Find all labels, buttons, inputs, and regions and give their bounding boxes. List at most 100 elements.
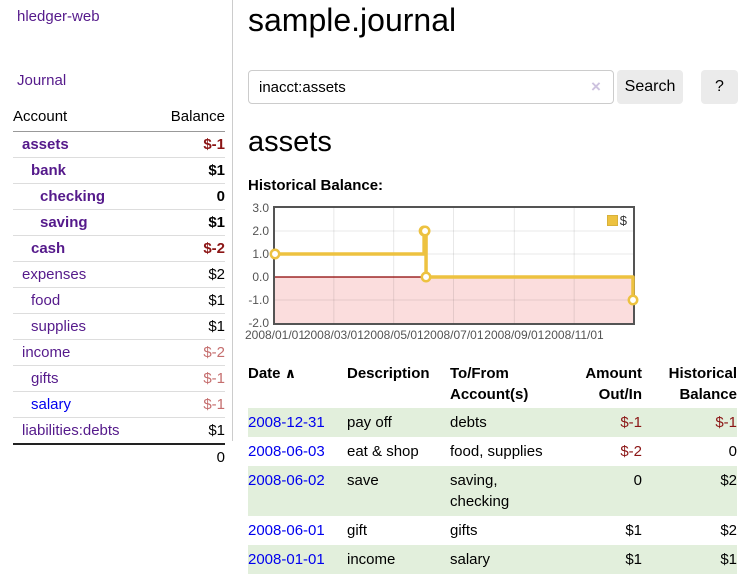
register-row: 2008-06-01 gift gifts $1 $2 (248, 516, 737, 545)
y-tick-label: 2.0 (252, 224, 269, 238)
y-tick-label: 0.0 (252, 270, 269, 284)
y-tick-label: 1.0 (252, 247, 269, 261)
chart-canvas (269, 208, 639, 323)
account-column-header: Account (13, 104, 154, 132)
account-row: supplies $1 (13, 313, 225, 340)
account-balance: $1 (153, 313, 225, 340)
balance-column-header: Balance (153, 104, 225, 132)
accounts-cell: salary (450, 551, 491, 568)
date-cell: 2008-06-01 (248, 516, 347, 545)
account-link-gifts[interactable]: gifts (31, 370, 59, 387)
amount-column-header: Amount Out/In (585, 365, 642, 403)
account-balance: $-1 (153, 365, 225, 392)
balance-cell: $2 (720, 522, 737, 539)
amount-cell: 0 (633, 472, 642, 489)
account-row: expenses $2 (13, 261, 225, 288)
account-row: bank $1 (13, 157, 225, 184)
transaction-date-link[interactable]: 2008-01-01 (248, 551, 325, 568)
account-row: assets $-1 (13, 131, 225, 158)
sidebar-total-row: 0 (13, 443, 225, 470)
account-link-food[interactable]: food (31, 292, 61, 309)
account-link-bank[interactable]: bank (31, 162, 67, 179)
description-cell: income (347, 551, 396, 568)
account-row: gifts $-1 (13, 365, 225, 392)
account-balance: $-2 (153, 235, 225, 262)
transaction-date-link[interactable]: 2008-06-03 (248, 443, 325, 460)
register-row: 2008-06-03 eat & shop food, supplies $-2 0 (248, 437, 737, 466)
account-heading: assets (248, 126, 332, 158)
account-link-supplies[interactable]: supplies (31, 318, 87, 335)
account-link-saving[interactable]: saving (40, 214, 88, 231)
description-cell: pay off (347, 414, 392, 431)
app-title-link[interactable]: hledger-web (17, 8, 100, 25)
account-balance-table: Account Balance assets $-1 bank $1 checking 0… (13, 104, 225, 470)
balance-cell: $2 (720, 472, 737, 489)
register-table: Date ∧ Description To/From Account(s) Am… (248, 360, 737, 574)
account-link-cash[interactable]: cash (31, 240, 66, 257)
help-button[interactable]: ? (701, 70, 738, 104)
account-link-expenses[interactable]: expenses (22, 266, 87, 283)
register-row: 2008-06-02 save saving, checking 0 $2 (248, 466, 737, 516)
amount-cell: $-1 (620, 414, 642, 431)
sidebar-item-journal[interactable]: Journal (17, 72, 67, 89)
balance-chart: $ (269, 206, 639, 325)
date-cell: 2008-12-31 (248, 408, 347, 437)
account-balance: $2 (153, 261, 225, 288)
account-balance: $-1 (153, 131, 225, 158)
account-row: checking 0 (13, 183, 225, 210)
account-row: income $-2 (13, 339, 225, 366)
accounts-cell: gifts (450, 522, 478, 539)
search-input[interactable] (248, 70, 614, 104)
account-row: salary $-1 (13, 391, 225, 418)
account-balance: $-1 (153, 391, 225, 418)
sort-ascending-icon[interactable]: ∧ (284, 365, 297, 381)
x-tick-label: 2008/03/01 (303, 328, 364, 342)
y-tick-label: -1.0 (248, 293, 269, 307)
transaction-date-link[interactable]: 2008-12-31 (248, 414, 325, 431)
description-cell: gift (347, 522, 368, 539)
account-row: cash $-2 (13, 235, 225, 262)
x-tick-label: 2008/11/01 (544, 328, 604, 342)
account-link-income[interactable]: income (22, 344, 71, 361)
date-cell: 2008-01-01 (248, 545, 347, 574)
series-swatch-icon (606, 215, 618, 226)
series-label: $ (619, 213, 627, 228)
account-balance: $1 (153, 209, 225, 236)
account-link-checking[interactable]: checking (40, 188, 106, 205)
amount-cell: $1 (625, 551, 642, 568)
date-column-header[interactable]: Date ∧ (248, 365, 297, 382)
clear-search-icon[interactable]: × (591, 77, 601, 96)
description-cell: eat & shop (347, 443, 419, 460)
accounts-cell: food, supplies (450, 443, 543, 460)
balance-cell: $-1 (715, 414, 737, 431)
account-row: saving $1 (13, 209, 225, 236)
transaction-date-link[interactable]: 2008-06-01 (248, 522, 325, 539)
date-cell: 2008-06-02 (248, 466, 347, 516)
x-tick-label: 2008/07/01 (423, 328, 484, 342)
y-tick-label: 3.0 (252, 201, 269, 215)
account-balance: $1 (153, 417, 225, 445)
date-cell: 2008-06-03 (248, 437, 347, 466)
accounts-column-header: To/From Account(s) (450, 365, 529, 403)
account-link-salary[interactable]: salary (31, 396, 72, 413)
account-link-liabilities-debts[interactable]: liabilities:debts (22, 422, 120, 439)
account-balance: $-2 (153, 339, 225, 366)
account-balance: $1 (153, 287, 225, 314)
description-column-header: Description (347, 365, 430, 382)
account-table-header: Account Balance (13, 104, 225, 132)
balance-cell: 0 (728, 443, 737, 460)
y-tick-label: -2.0 (248, 316, 269, 330)
search-button[interactable]: Search (617, 70, 683, 104)
amount-cell: $1 (625, 522, 642, 539)
x-tick-label: 2008/01/01 (244, 328, 306, 342)
account-row: liabilities:debts $1 (13, 417, 225, 445)
sidebar-total-balance: 0 (153, 443, 225, 470)
register-header-row: Date ∧ Description To/From Account(s) Am… (248, 360, 737, 408)
balance-column-header-main: Historical Balance (668, 365, 737, 403)
amount-cell: $-2 (620, 443, 642, 460)
register-row: 2008-12-31 pay off debts $-1 $-1 (248, 408, 737, 437)
account-link-assets[interactable]: assets (22, 136, 69, 153)
balance-cell: $1 (720, 551, 737, 568)
transaction-date-link[interactable]: 2008-06-02 (248, 472, 325, 489)
